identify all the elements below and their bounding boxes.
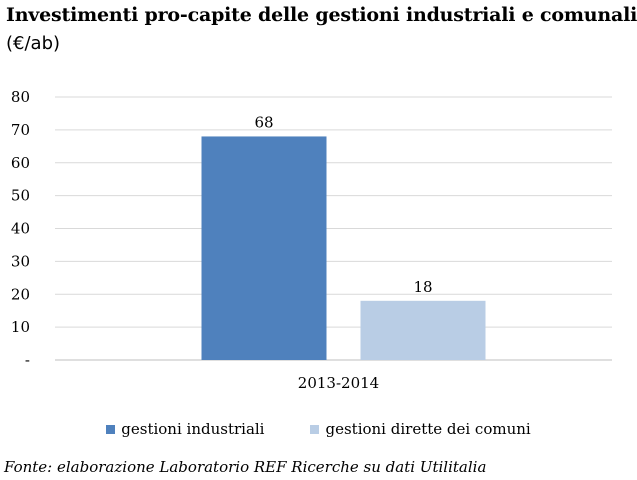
chart-title: Investimenti pro-capite delle gestioni i… [6, 4, 637, 26]
y-tick-label: - [25, 351, 30, 369]
y-tick-label: 20 [11, 285, 30, 303]
source-note: Fonte: elaborazione Laboratorio REF Rice… [4, 458, 487, 476]
chart-subtitle: (€/ab) [6, 33, 61, 54]
legend: gestioni industriali gestioni dirette de… [0, 420, 637, 438]
y-tick-label: 50 [11, 187, 30, 205]
bar [201, 136, 327, 360]
data-label: 68 [254, 113, 273, 131]
legend-swatch-comuni [310, 424, 320, 434]
legend-item-industriali: gestioni industriali [106, 420, 264, 438]
y-tick-label: 40 [11, 220, 30, 238]
legend-label-industriali: gestioni industriali [121, 420, 265, 438]
bar [360, 300, 486, 360]
bar-chart: - 10 20 30 40 50 60 70 80 68 18 2013-2014 [11, 88, 612, 392]
data-label: 18 [413, 278, 432, 296]
y-tick-label: 80 [11, 88, 30, 106]
legend-item-comuni: gestioni dirette dei comuni [310, 420, 531, 438]
legend-label-comuni: gestioni dirette dei comuni [325, 420, 531, 438]
y-tick-label: 70 [11, 121, 30, 139]
y-tick-label: 10 [11, 318, 30, 336]
legend-swatch-industriali [106, 424, 116, 434]
y-tick-label: 60 [11, 154, 30, 172]
x-tick-label: 2013-2014 [298, 374, 379, 392]
y-tick-label: 30 [11, 252, 30, 270]
